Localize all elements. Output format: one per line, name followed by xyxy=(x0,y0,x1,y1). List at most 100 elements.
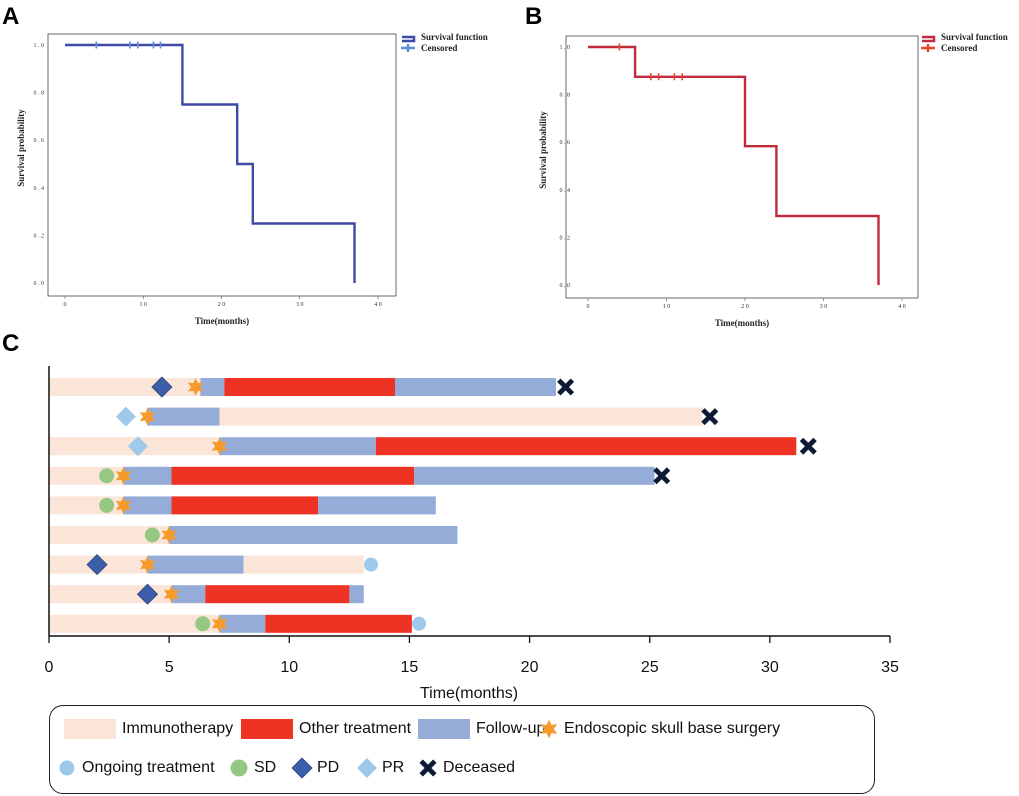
event-pr-p2 xyxy=(115,406,136,427)
event-ongoing-p9 xyxy=(412,616,427,631)
legend-item-ongoing: Ongoing treatment xyxy=(56,755,215,781)
bar-other-treatment-p5 xyxy=(171,496,319,515)
bar-follow-up-p1 xyxy=(200,378,225,396)
km-b-legend-line-sample xyxy=(922,35,936,43)
km-b-ytick-label: 0 . 2 xyxy=(560,235,571,241)
swimmer-legend: Immunotherapy Other treatment Follow-up … xyxy=(49,705,875,794)
km-b-ytick-label: 0 . 8 xyxy=(560,93,571,99)
event-sd-p9 xyxy=(195,616,211,632)
ongoing-circle-icon xyxy=(56,757,78,779)
event-surgery-p3 xyxy=(211,437,228,456)
event-surgery-p8 xyxy=(163,585,180,604)
km-a-legend-line-sample xyxy=(402,35,416,43)
bar-follow-up-p5 xyxy=(318,496,436,515)
pr-diamond-icon xyxy=(356,757,378,779)
bar-follow-up-p8 xyxy=(349,585,364,604)
bar-other-treatment-p8 xyxy=(205,585,350,604)
bar-follow-up-p3 xyxy=(219,437,376,456)
bar-follow-up-p1 xyxy=(395,378,556,396)
km-a-legend-survival: Survival function xyxy=(421,32,488,42)
legend-label-ongoing: Ongoing treatment xyxy=(82,759,215,776)
event-surgery-p2 xyxy=(139,407,156,426)
event-sd-p4 xyxy=(99,468,115,484)
km-b-ytick-label: 0 . 6 xyxy=(560,140,571,146)
km-a-ytick-label: 1 . 0 xyxy=(34,43,45,49)
km-a-survival-line xyxy=(65,43,356,283)
bar-follow-up-p5 xyxy=(123,496,172,515)
legend-label-pd: PD xyxy=(317,759,340,776)
legend-item-pr: PR xyxy=(356,755,404,781)
bar-follow-up-p7 xyxy=(147,555,244,574)
legend-label-pr: PR xyxy=(382,759,405,776)
bar-immunotherapy-p6 xyxy=(49,526,170,544)
event-surgery-p4 xyxy=(115,466,132,485)
event-deceased-p2 xyxy=(701,408,719,426)
km-a-xtick-label: 2 0 xyxy=(218,302,226,308)
bar-follow-up-p9 xyxy=(219,614,266,633)
km-a-ytick-label: 0 . 0 xyxy=(34,281,45,287)
swimmer-xtick-label: 0 xyxy=(45,659,54,676)
bar-other-treatment-p1 xyxy=(224,378,395,396)
legend-label-deceased: Deceased xyxy=(443,759,516,776)
event-pd-p1 xyxy=(151,376,173,398)
legend-swatch-other-treatment xyxy=(241,719,293,739)
bar-follow-up-p2 xyxy=(147,407,220,426)
event-deceased-p1 xyxy=(557,378,575,396)
km-b-xtick-label: 2 0 xyxy=(741,304,749,310)
legend-item-other-treatment: Other treatment xyxy=(241,716,411,742)
km-a-legend: Survival function Censored xyxy=(401,32,488,53)
km-a-ytick-label: 0 . 2 xyxy=(34,233,45,239)
km-a-frame xyxy=(47,33,397,297)
panel-letter-b: B xyxy=(525,3,542,30)
km-chart-b: 0 1 0 2 0 3 0 4 0 0 . 0 0 . 2 0 . 4 0 . 6 0 . 8 1 … xyxy=(538,32,1008,328)
legend-item-pd: PD xyxy=(291,755,339,781)
swimmer-xtick-label: 5 xyxy=(165,659,174,676)
event-surgery-p6 xyxy=(161,526,177,544)
legend-label-immunotherapy: Immunotherapy xyxy=(122,720,234,737)
km-b-ylabel: Survival probability xyxy=(538,111,548,189)
event-pd-p8 xyxy=(136,583,159,605)
km-chart-a: 0 1 0 2 0 3 0 4 0 0 . 0 0 . 2 0 . 4 0 . 6 0 . 8 1 … xyxy=(16,32,488,326)
event-surgery-p1 xyxy=(187,378,204,396)
swimmer-xtick-label: 25 xyxy=(641,659,659,676)
cross-icon xyxy=(417,757,439,779)
km-b-xtick-label: 4 0 xyxy=(898,304,906,310)
km-a-ytick-label: 0 . 8 xyxy=(34,91,45,97)
legend-label-surgery: Endoscopic skull base surgery xyxy=(564,720,781,737)
event-ongoing-p7 xyxy=(363,557,378,572)
panel-letter-c: C xyxy=(2,330,19,357)
legend-swatch-immunotherapy xyxy=(64,719,116,739)
km-b-frame xyxy=(565,35,919,299)
event-deceased-p3 xyxy=(799,437,817,455)
bar-other-treatment-p9 xyxy=(265,614,412,633)
km-b-xtick-label: 1 0 xyxy=(663,304,671,310)
legend-item-deceased: Deceased xyxy=(417,755,515,781)
km-a-ytick-label: 0 . 6 xyxy=(34,138,45,144)
swimmer-chart: 0 5 10 15 20 25 30 35 Time(months) xyxy=(45,366,899,702)
star-icon xyxy=(538,718,560,740)
legend-item-immunotherapy: Immunotherapy xyxy=(64,716,233,742)
event-sd-p5 xyxy=(99,497,115,513)
bar-immunotherapy-p9 xyxy=(49,614,220,633)
swimmer-xtick-label: 15 xyxy=(401,659,419,676)
km-b-legend-censored: Censored xyxy=(941,43,977,53)
km-a-legend-censored: Censored xyxy=(421,43,457,53)
km-b-legend-censor-sample xyxy=(921,44,935,52)
km-a-xtick-label: 3 0 xyxy=(296,302,304,308)
km-a-ylabel: Survival probability xyxy=(16,109,26,187)
event-pr-p3 xyxy=(127,436,148,457)
legend-swatch-follow-up xyxy=(418,719,470,739)
swimmer-xlabel: Time(months) xyxy=(420,685,518,702)
event-deceased-p4 xyxy=(653,467,671,485)
km-a-legend-censor-sample xyxy=(401,44,415,52)
event-sd-p6 xyxy=(144,527,160,543)
km-a-xtick-label: 1 0 xyxy=(140,302,148,308)
bar-follow-up-p4 xyxy=(414,466,655,485)
legend-item-follow-up: Follow-up xyxy=(418,716,545,742)
swimmer-xtick-label: 10 xyxy=(280,659,298,676)
km-b-xtick-label: 3 0 xyxy=(820,304,828,310)
bar-other-treatment-p3 xyxy=(375,437,797,456)
legend-label-other-treatment: Other treatment xyxy=(299,720,412,737)
bar-immunotherapy-p2 xyxy=(219,407,703,426)
bar-other-treatment-p4 xyxy=(171,466,415,485)
